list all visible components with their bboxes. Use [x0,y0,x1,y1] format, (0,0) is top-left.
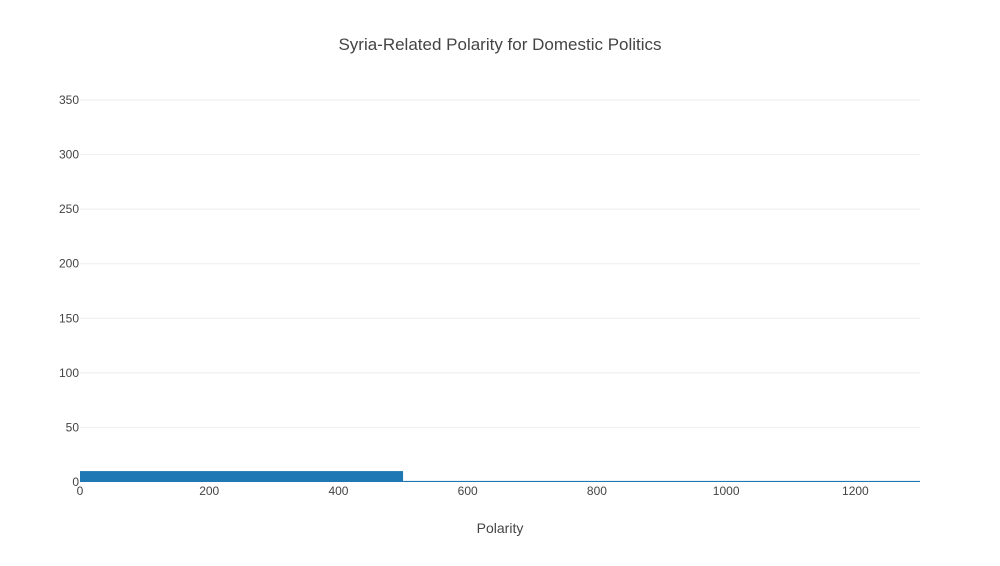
gridlines [80,99,920,428]
y-tick-label: 200 [59,257,79,271]
chart-title: Syria-Related Polarity for Domestic Poli… [338,35,661,54]
x-tick-label: 600 [458,484,478,498]
x-tick-label: 0 [77,484,84,498]
histogram-bar-0[interactable] [80,471,404,482]
x-axis-title: Polarity [477,520,524,536]
y-tick-label: 350 [59,93,79,107]
x-tick-label: 400 [328,484,348,498]
x-tick-label: 1200 [842,484,869,498]
y-tick-label: 100 [59,366,79,380]
y-tick-label: 300 [59,148,79,162]
y-tick-label: 50 [66,420,80,434]
tick-labels: 0 50 100 150 200 250 300 350 0 200 400 600 800 1000 12… [59,93,869,498]
y-tick-label: 250 [59,202,79,216]
y-tick-label: 150 [59,311,79,325]
y-tick-label: 0 [72,475,79,489]
x-tick-label: 1000 [713,484,740,498]
bars [80,471,921,482]
x-tick-label: 800 [587,484,607,498]
histogram-bar-1[interactable] [403,480,921,482]
x-tick-label: 200 [199,484,219,498]
